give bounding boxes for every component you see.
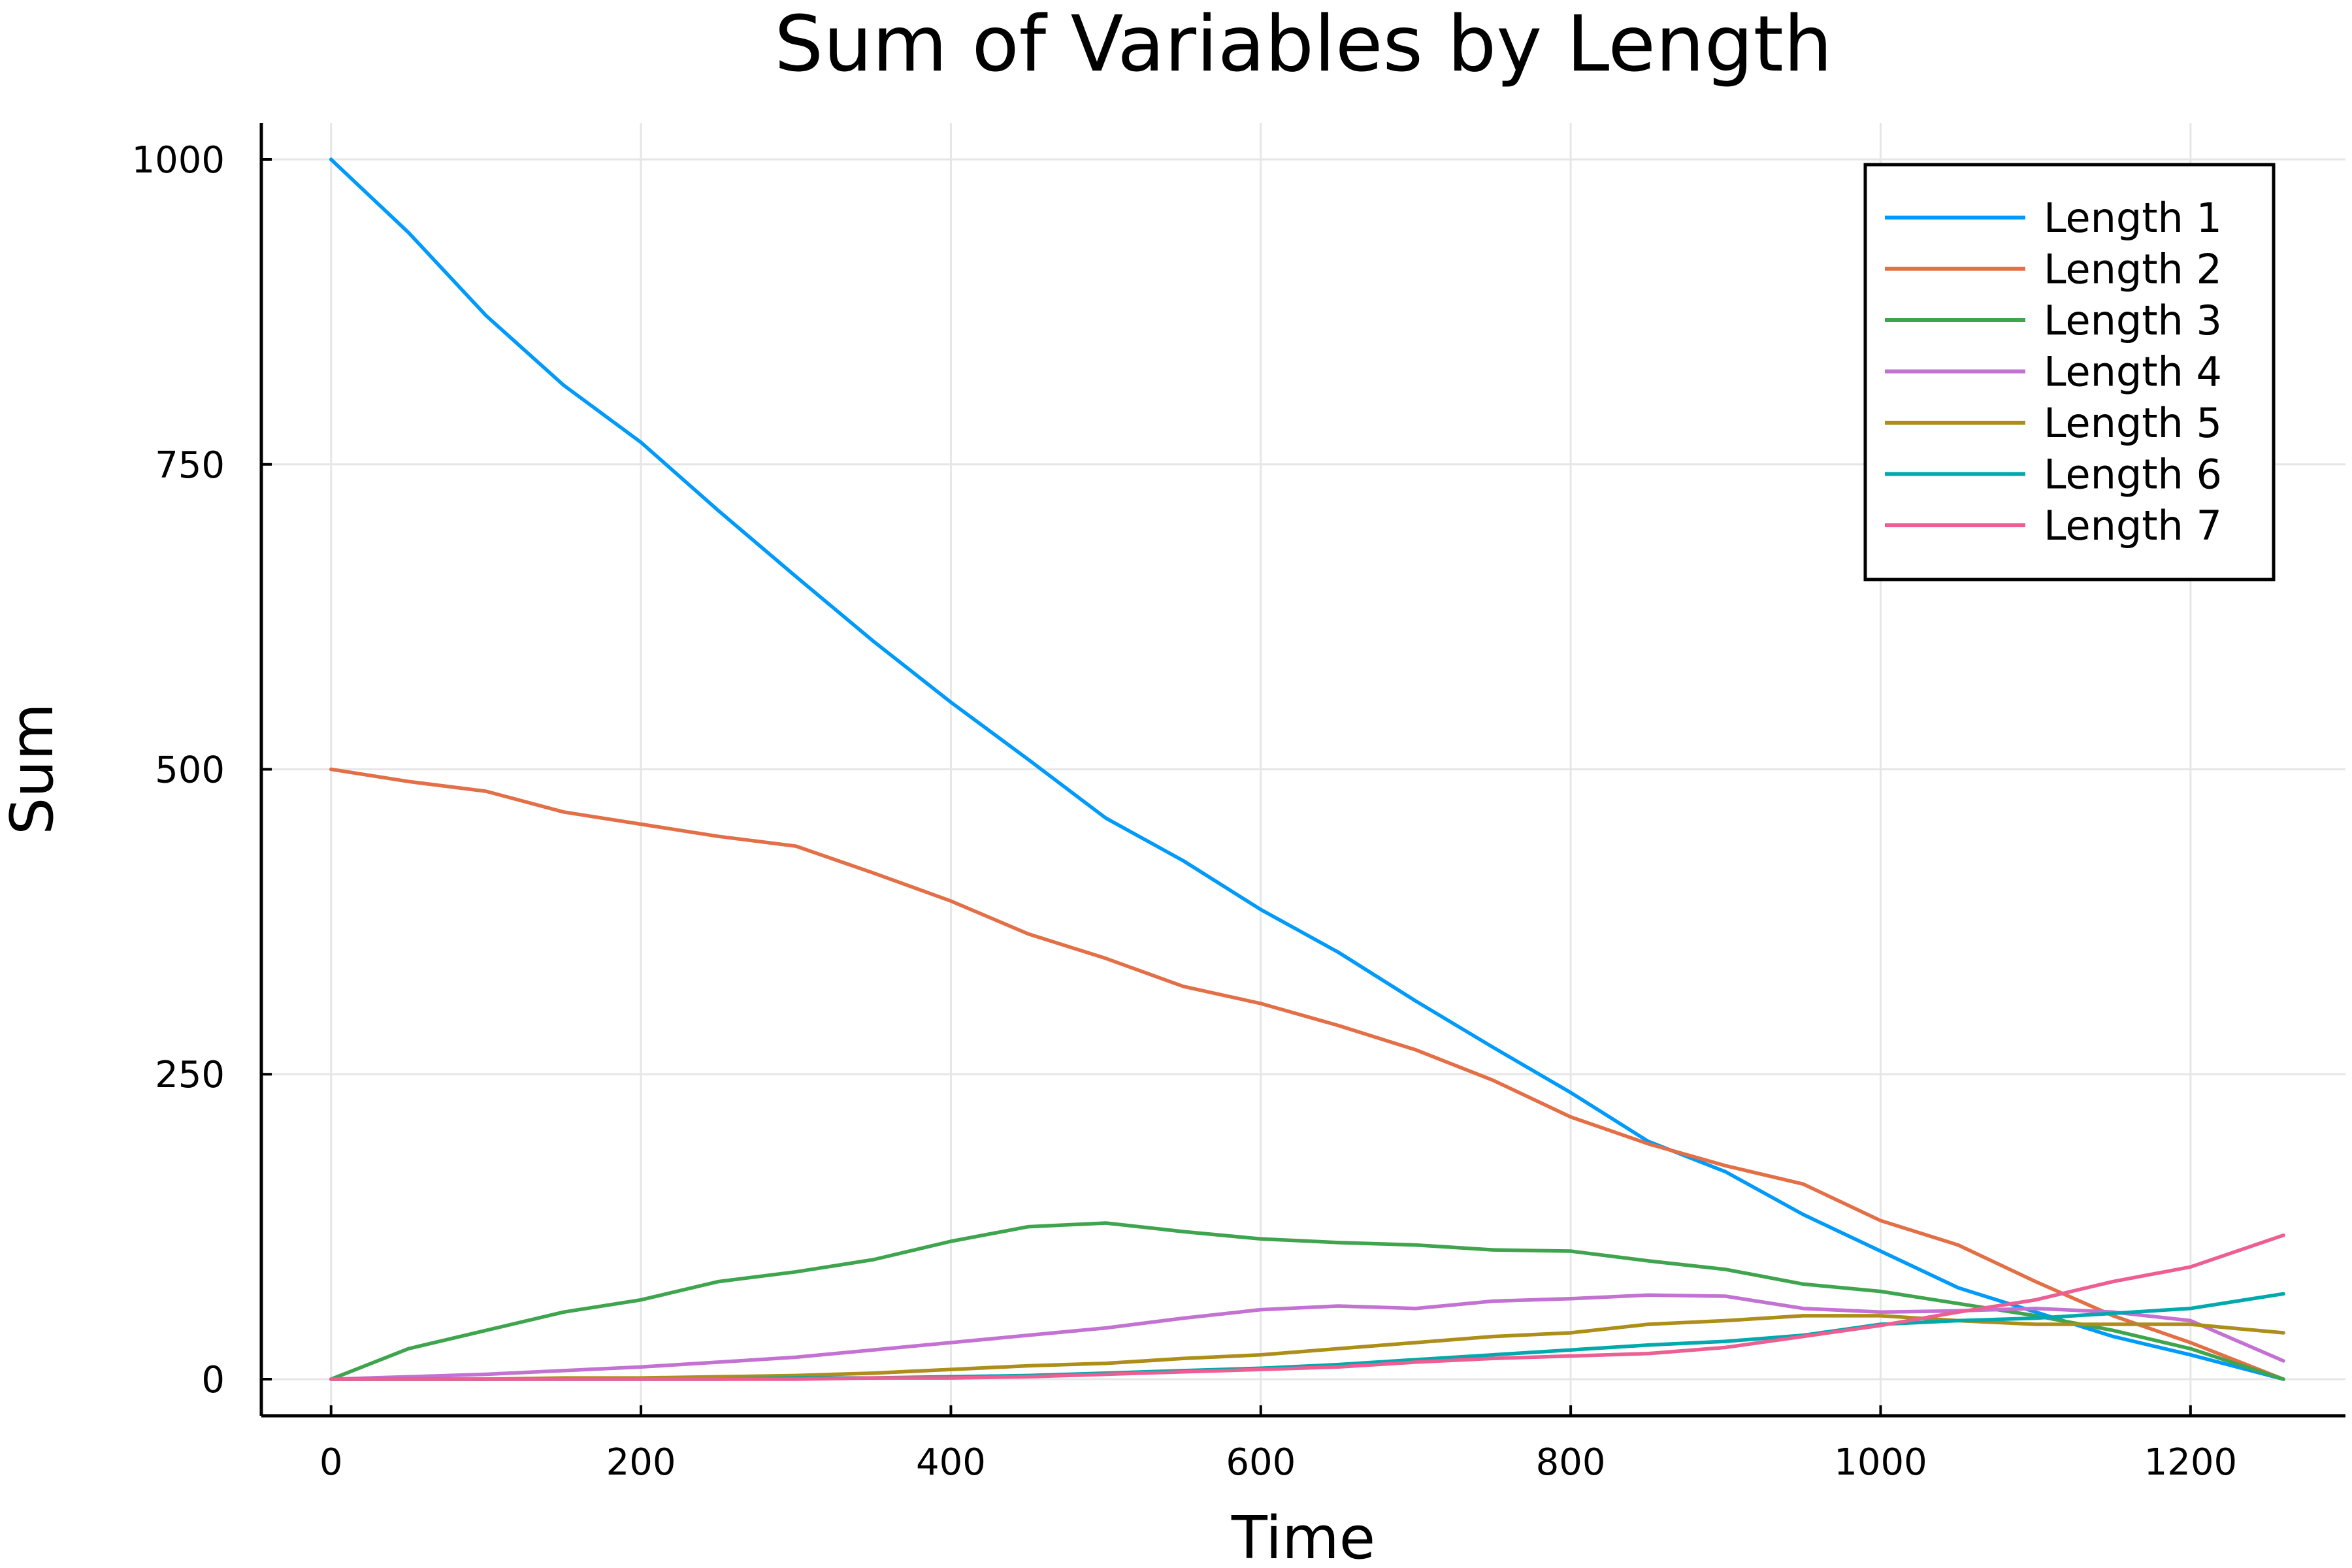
- y-tick-label: 0: [201, 1359, 225, 1401]
- legend-label: Length 6: [2044, 451, 2222, 498]
- x-tick-label: 400: [916, 1441, 986, 1484]
- y-tick-label: 1000: [131, 139, 225, 182]
- chart-title: Sum of Variables by Length: [774, 0, 1832, 89]
- series-line-length-1: [329, 157, 2285, 1381]
- series-line-length-4: [329, 1293, 2285, 1381]
- legend-label: Length 7: [2044, 502, 2222, 549]
- series-line-length-2: [329, 767, 2285, 1381]
- y-axis-label: Sum: [0, 703, 67, 835]
- x-tick-label: 800: [1536, 1441, 1606, 1484]
- x-tick-label: 200: [606, 1441, 676, 1484]
- series-line-length-7: [329, 1233, 2285, 1381]
- legend-label: Length 4: [2044, 348, 2222, 396]
- x-tick-label: 1200: [2144, 1441, 2238, 1484]
- legend-label: Length 5: [2044, 399, 2222, 447]
- y-tick-label: 500: [155, 749, 225, 792]
- legend-label: Length 1: [2044, 194, 2222, 242]
- x-tick-label: 0: [319, 1441, 343, 1484]
- x-tick-label: 1000: [1834, 1441, 1927, 1484]
- series-lines: [329, 157, 2285, 1381]
- y-tick-label: 750: [155, 444, 225, 487]
- y-tick-label: 250: [155, 1054, 225, 1096]
- legend-label: Length 2: [2044, 246, 2222, 293]
- legend-label: Length 3: [2044, 297, 2222, 344]
- series-line-length-3: [329, 1221, 2285, 1381]
- x-axis-label: Time: [1231, 1504, 1375, 1568]
- x-tick-label: 600: [1226, 1441, 1296, 1484]
- tick-labels: 0 200 400 600 800 1000 1200 0 250 500 750 1000: [131, 139, 2237, 1484]
